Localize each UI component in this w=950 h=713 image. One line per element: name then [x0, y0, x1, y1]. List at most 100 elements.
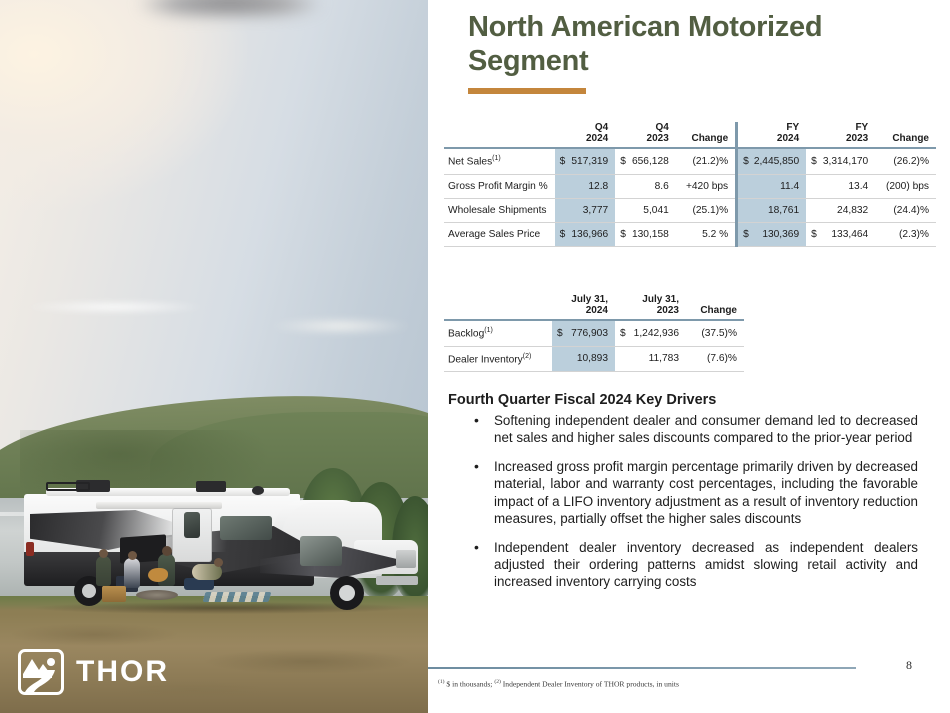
- cell-july-2024-currency: [552, 346, 564, 373]
- motorhome-roof: [46, 488, 290, 496]
- cell-q4-2024: 12.8: [566, 174, 616, 199]
- firewood-box: [102, 586, 126, 602]
- col-header-metric: [444, 294, 552, 322]
- row-label: Backlog(1): [444, 320, 552, 347]
- cloud-wisp: [270, 318, 410, 334]
- hero-photo: THOR: [0, 0, 428, 713]
- cell-fy-2024-currency: $: [735, 222, 749, 247]
- col-header-fy-2024: FY 2024: [735, 122, 807, 150]
- cell-fy-2024-currency: $: [735, 148, 749, 175]
- cell-july-2024-currency: $: [552, 320, 564, 347]
- list-item: Softening independent dealer and consume…: [448, 411, 918, 447]
- key-drivers-list: Softening independent dealer and consume…: [448, 411, 918, 602]
- guitar: [148, 568, 168, 582]
- row-label: Gross Profit Margin %: [444, 174, 555, 199]
- table-row: Dealer Inventory(2) 10,893 11,783 (7.6)%: [444, 346, 744, 373]
- cell-q4-2024: 3,777: [566, 198, 616, 223]
- person: [96, 549, 111, 586]
- cell-q-change: (25.1)%: [675, 198, 737, 223]
- cell-change: (7.6)%: [686, 346, 744, 373]
- sky-background: [0, 0, 428, 452]
- col-header-fy-2023: FY 2023: [806, 122, 876, 150]
- cell-fy-change: (26.2)%: [875, 148, 936, 175]
- row-label: Dealer Inventory(2): [444, 346, 552, 373]
- col-header-change: Change: [686, 294, 744, 322]
- cell-fy-2023-currency: $: [806, 148, 818, 175]
- cell-q4-2023-currency: [615, 198, 627, 223]
- table-row: Backlog(1) $ 776,903 $ 1,242,936 (37.5)%: [444, 320, 744, 347]
- cell-q4-2024: 136,966: [566, 222, 616, 247]
- col-header-q4-2023: Q4 2023: [615, 122, 676, 150]
- person-reclining: [192, 558, 223, 580]
- cell-fy-2024: 2,445,850: [748, 148, 807, 175]
- backlog-inventory-table: July 31, 2024 July 31, 2023 Change Backl…: [444, 294, 744, 373]
- cell-q4-2024-currency: [554, 174, 567, 199]
- door-window: [184, 512, 200, 538]
- cell-q-change: (21.2)%: [675, 148, 737, 175]
- cell-q4-2023-currency: $: [615, 148, 627, 175]
- cell-q4-2023-currency: $: [615, 222, 627, 247]
- roof-rack: [46, 482, 90, 491]
- front-wheel: [330, 576, 364, 610]
- cell-fy-2024-currency: [735, 198, 749, 223]
- cell-fy-2024: 18,761: [748, 198, 807, 223]
- cell-fy-2023: 3,314,170: [817, 148, 876, 175]
- quarterly-financials-table: Q4 2024 Q4 2023 Change FY 2024 FY 2023: [444, 122, 936, 247]
- cell-fy-2023: 24,832: [817, 198, 876, 223]
- cloud-wisp: [25, 300, 205, 314]
- cell-fy-2023-currency: [806, 198, 818, 223]
- list-item: Independent dealer inventory decreased a…: [448, 538, 918, 591]
- front-grille: [396, 550, 416, 568]
- page-number: 8: [906, 658, 912, 672]
- cloud-dark: [140, 0, 320, 16]
- cell-fy-change: (200) bps: [875, 174, 936, 199]
- outdoor-rug: [202, 592, 272, 602]
- campers-group: [92, 546, 272, 604]
- table-row: Gross Profit Margin % 12.8 8.6 +420 bps …: [444, 174, 936, 199]
- cell-july-2023: 11,783: [627, 346, 686, 373]
- cell-q4-2023-currency: [615, 174, 627, 199]
- cell-fy-2024-currency: [735, 174, 749, 199]
- row-label: Average Sales Price: [444, 222, 555, 247]
- col-header-july-2024: July 31, 2024: [552, 294, 615, 322]
- front-bumper: [376, 576, 418, 585]
- motorhome-shadow: [34, 602, 408, 614]
- col-header-q4-2024: Q4 2024: [554, 122, 616, 150]
- table-row: Average Sales Price $ 136,966 $ 130,158 …: [444, 222, 936, 247]
- table-row: Net Sales(1) $ 517,319 $ 656,128 (21.2)%…: [444, 148, 936, 175]
- cell-fy-2024: 11.4: [748, 174, 807, 199]
- cell-fy-2023-currency: $: [806, 222, 818, 247]
- cell-july-2023: 1,242,936: [627, 320, 686, 347]
- cell-fy-change: (2.3)%: [875, 222, 936, 247]
- cell-q4-2023: 8.6: [626, 174, 676, 199]
- roof-antenna: [252, 486, 264, 495]
- ground-texture: [0, 610, 428, 713]
- camp-chair: [184, 578, 214, 590]
- cell-q-change: 5.2 %: [675, 222, 737, 247]
- awning: [96, 502, 222, 509]
- col-header-july-2023: July 31, 2023: [615, 294, 686, 322]
- table-header-row: Q4 2024 Q4 2023 Change FY 2024 FY 2023: [444, 122, 936, 150]
- row-label: Net Sales(1): [444, 148, 555, 175]
- cell-fy-2024: 130,369: [748, 222, 807, 247]
- cell-fy-2023: 133,464: [817, 222, 876, 247]
- cell-q4-2023: 5,041: [626, 198, 676, 223]
- thor-wordmark: THOR: [76, 655, 169, 688]
- table-header-row: July 31, 2024 July 31, 2023 Change: [444, 294, 744, 322]
- table-row: Wholesale Shipments 3,777 5,041 (25.1)% …: [444, 198, 936, 223]
- cell-fy-2023-currency: [806, 174, 818, 199]
- cell-q-change: +420 bps: [675, 174, 737, 199]
- cell-fy-change: (24.4)%: [875, 198, 936, 223]
- cell-july-2024: 10,893: [564, 346, 615, 373]
- col-header-fy-change: Change: [875, 122, 936, 150]
- slide-content: North American Motorized Segment Q4 2024…: [428, 0, 950, 713]
- cell-q4-2023: 130,158: [626, 222, 676, 247]
- tail-light: [26, 542, 34, 556]
- fire-pit: [136, 590, 178, 600]
- cell-q4-2024-currency: $: [554, 222, 567, 247]
- cell-july-2023-currency: [615, 346, 627, 373]
- cell-q4-2023: 656,128: [626, 148, 676, 175]
- row-label: Wholesale Shipments: [444, 198, 555, 223]
- col-header-metric: [444, 122, 555, 150]
- title-accent-rule: [468, 88, 586, 94]
